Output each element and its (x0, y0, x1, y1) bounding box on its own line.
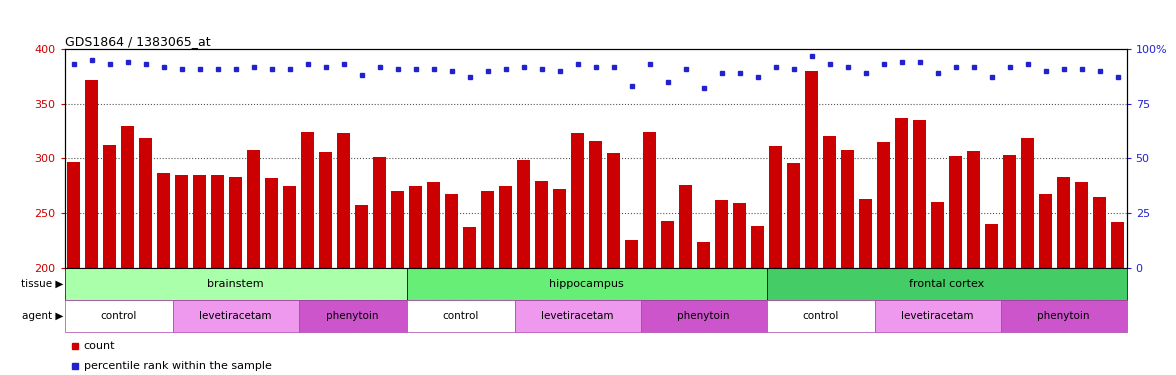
Bar (572, 133, 584, 267)
Text: frontal cortex: frontal cortex (909, 279, 984, 289)
Bar (1001, 300, 1127, 332)
Bar (697, 242, 710, 267)
Bar (841, 150, 854, 267)
Bar (767, 300, 875, 332)
Bar (86, 80, 98, 267)
Bar (266, 178, 278, 267)
Bar (283, 186, 296, 267)
Text: levetiracetam: levetiracetam (200, 311, 272, 321)
Bar (247, 150, 260, 267)
Text: brainstem: brainstem (207, 279, 263, 289)
Bar (1111, 222, 1124, 267)
Bar (985, 224, 998, 267)
Bar (65, 267, 407, 300)
Bar (409, 186, 422, 267)
Text: control: control (442, 311, 479, 321)
Bar (680, 184, 691, 267)
Bar (787, 163, 800, 267)
Bar (1040, 194, 1051, 267)
Text: percentile rank within the sample: percentile rank within the sample (83, 361, 272, 371)
Text: hippocampus: hippocampus (549, 279, 624, 289)
Bar (355, 205, 368, 267)
Bar (806, 71, 818, 267)
Bar (968, 151, 980, 267)
Bar (299, 300, 407, 332)
Bar (320, 152, 332, 267)
Bar (1021, 138, 1034, 267)
Bar (734, 203, 746, 267)
Text: phenytoin: phenytoin (677, 311, 730, 321)
Bar (860, 199, 871, 267)
Bar (914, 120, 926, 267)
Bar (931, 202, 944, 267)
Bar (515, 300, 641, 332)
Bar (661, 220, 674, 267)
Bar (1075, 182, 1088, 267)
Text: GDS1864 / 1383065_at: GDS1864 / 1383065_at (65, 35, 211, 48)
Bar (1057, 177, 1070, 267)
Bar (554, 189, 566, 267)
Bar (212, 175, 223, 267)
Bar (517, 160, 530, 267)
Bar (463, 227, 476, 267)
Bar (500, 186, 512, 267)
Bar (407, 267, 767, 300)
Bar (373, 157, 386, 267)
Bar (407, 300, 515, 332)
Bar (895, 118, 908, 267)
Bar (1003, 155, 1016, 267)
Bar (769, 146, 782, 267)
Bar (626, 240, 637, 267)
Bar (193, 175, 206, 267)
Bar (67, 162, 80, 267)
Bar (65, 300, 173, 332)
Bar (121, 126, 134, 267)
Bar (875, 300, 1001, 332)
Bar (446, 194, 457, 267)
Text: control: control (802, 311, 838, 321)
Bar (392, 191, 405, 267)
Text: phenytoin: phenytoin (327, 311, 379, 321)
Text: tissue ▶: tissue ▶ (21, 279, 64, 289)
Bar (767, 267, 1127, 300)
Bar (229, 177, 242, 267)
Bar (481, 191, 494, 267)
Bar (301, 132, 314, 267)
Bar (877, 142, 890, 267)
Bar (173, 300, 299, 332)
Text: count: count (83, 340, 115, 351)
Text: phenytoin: phenytoin (1037, 311, 1090, 321)
Bar (949, 156, 962, 267)
Bar (338, 133, 350, 267)
Text: agent ▶: agent ▶ (22, 311, 64, 321)
Bar (535, 181, 548, 267)
Bar (823, 136, 836, 267)
Text: control: control (100, 311, 136, 321)
Bar (427, 182, 440, 267)
Bar (589, 141, 602, 267)
Bar (175, 175, 188, 267)
Bar (641, 300, 767, 332)
Text: levetiracetam: levetiracetam (541, 311, 614, 321)
Bar (140, 138, 152, 267)
Bar (607, 153, 620, 267)
Bar (715, 200, 728, 267)
Bar (158, 172, 171, 267)
Text: levetiracetam: levetiracetam (901, 311, 974, 321)
Bar (1094, 196, 1105, 267)
Bar (751, 226, 764, 267)
Bar (103, 145, 116, 267)
Bar (643, 132, 656, 267)
